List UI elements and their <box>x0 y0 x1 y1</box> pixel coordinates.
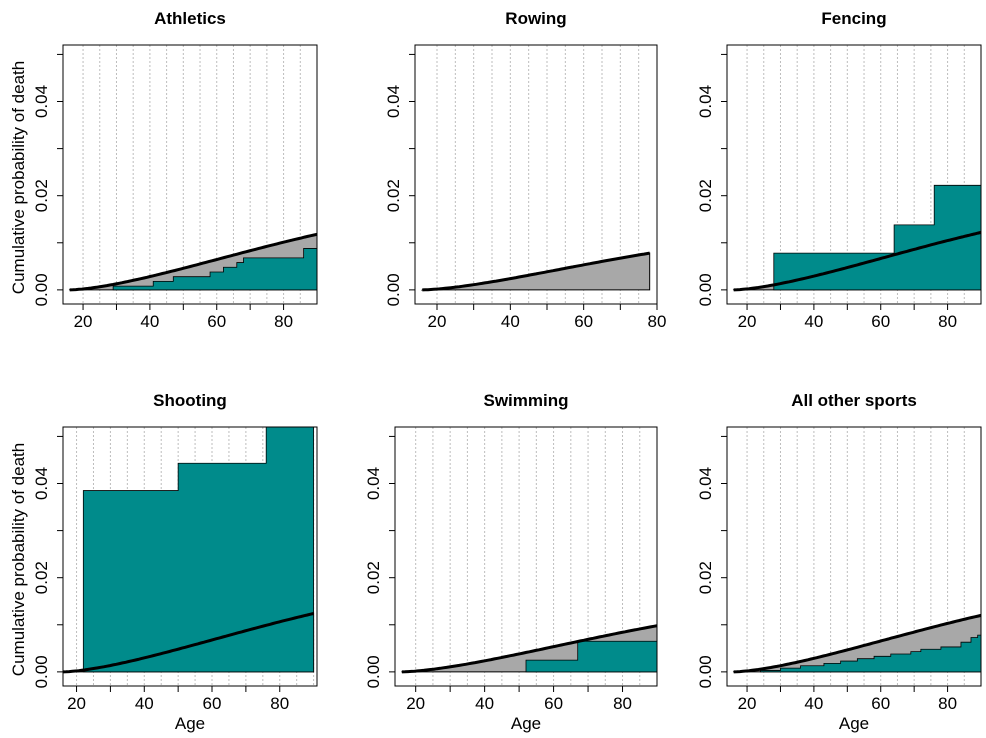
x-tick-label: 80 <box>274 312 293 331</box>
x-tick-label: 40 <box>135 694 154 713</box>
plot-frame <box>414 44 658 305</box>
plot-frame <box>62 44 318 305</box>
y-tick-label: 0.02 <box>32 561 51 594</box>
y-tick-label: 0.00 <box>696 655 715 688</box>
x-tick-label: 40 <box>501 312 520 331</box>
panel-1: 20 40 60 80 0.00 0.02 0.04 Athletics Cumulative … <box>9 9 318 331</box>
x-tick-label: 60 <box>544 694 563 713</box>
x-tick-label: 20 <box>67 694 86 713</box>
expected-line <box>422 251 650 292</box>
y-tick-label: 0.02 <box>384 179 403 212</box>
plot-area <box>732 613 981 674</box>
y-tick-label: 0.04 <box>32 85 51 118</box>
x-tick-label: 40 <box>475 694 494 713</box>
x-tick-label: 60 <box>574 312 593 331</box>
x-tick-label: 20 <box>74 312 93 331</box>
x-tick-label: 40 <box>140 312 159 331</box>
x-tick-label: 80 <box>938 694 957 713</box>
x-tick-label: 60 <box>203 694 222 713</box>
x-tick-label: 80 <box>648 312 667 331</box>
plot-frame <box>394 426 658 687</box>
x-tick-label: 20 <box>738 694 757 713</box>
observed-area <box>82 427 315 673</box>
expected-line <box>401 624 657 674</box>
x-tick-label: 60 <box>871 312 890 331</box>
y-tick-label: 0.04 <box>32 467 51 500</box>
x-axis-label: Age <box>175 714 205 733</box>
plot-area <box>63 427 315 674</box>
y-tick-label: 0.00 <box>696 273 715 306</box>
observed-area <box>773 184 981 291</box>
y-axis-label: Cumulative probability of death <box>9 61 28 294</box>
y-tick-label: 0.02 <box>364 561 383 594</box>
x-tick-label: 80 <box>613 694 632 713</box>
plot-area <box>732 184 981 292</box>
expected-line <box>63 612 314 674</box>
panel-title: Athletics <box>154 9 226 28</box>
x-tick-label: 40 <box>804 312 823 331</box>
expected-line <box>69 232 317 292</box>
plot-frame <box>726 44 982 305</box>
panel-3: 20 40 60 80 0.00 0.02 0.04 Fencing <box>696 9 982 331</box>
y-tick-label: 0.04 <box>384 85 403 118</box>
expected-line <box>733 613 981 674</box>
panel-2: 20 40 60 80 0.00 0.02 0.04 Rowing <box>384 9 666 331</box>
y-tick-label: 0.04 <box>364 467 383 500</box>
panel-title: Fencing <box>821 9 886 28</box>
x-tick-label: 40 <box>804 694 823 713</box>
y-tick-label: 0.02 <box>696 179 715 212</box>
x-tick-label: 20 <box>428 312 447 331</box>
expected-line <box>733 230 981 292</box>
plot-frame <box>62 426 318 687</box>
x-tick-label: 20 <box>406 694 425 713</box>
y-axis-label: Cumulative probability of death <box>9 443 28 676</box>
panel-title: Swimming <box>483 391 568 410</box>
plot-area <box>420 251 651 292</box>
y-tick-label: 0.02 <box>32 179 51 212</box>
panel-title: Shooting <box>153 391 227 410</box>
x-tick-label: 20 <box>738 312 757 331</box>
x-axis-label: Age <box>511 714 541 733</box>
y-tick-label: 0.00 <box>32 273 51 306</box>
y-tick-label: 0.00 <box>364 655 383 688</box>
observed-area <box>760 634 981 673</box>
panel-6: 20 40 60 80 0.00 0.02 0.04 All other sports Age <box>696 391 982 733</box>
x-tick-label: 80 <box>270 694 289 713</box>
panel-4: 20 40 60 80 0.00 0.02 0.04 Shooting Age Cumulativ… <box>9 391 318 733</box>
x-tick-label: 60 <box>207 312 226 331</box>
x-tick-label: 80 <box>938 312 957 331</box>
panel-title: All other sports <box>791 391 917 410</box>
y-tick-label: 0.04 <box>696 85 715 118</box>
y-tick-label: 0.00 <box>384 273 403 306</box>
panel-5: 20 40 60 80 0.00 0.02 0.04 Swimming Age <box>364 391 658 733</box>
plot-area <box>68 232 317 292</box>
x-axis-label: Age <box>839 714 869 733</box>
plot-frame <box>726 426 982 687</box>
y-tick-label: 0.04 <box>696 467 715 500</box>
panel-title: Rowing <box>505 9 566 28</box>
x-tick-label: 60 <box>871 694 890 713</box>
y-tick-label: 0.00 <box>32 655 51 688</box>
observed-area <box>112 248 317 291</box>
plot-area <box>401 624 657 674</box>
y-tick-label: 0.02 <box>696 561 715 594</box>
